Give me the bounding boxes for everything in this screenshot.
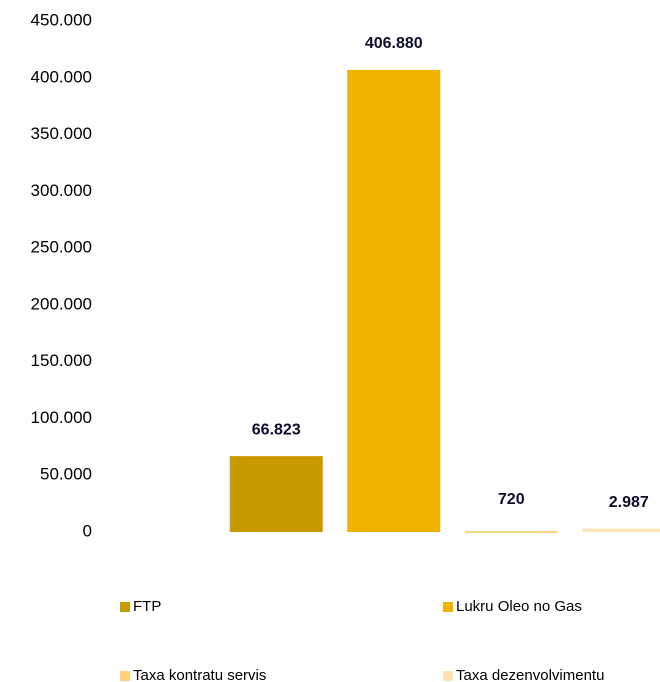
legend-swatch <box>443 671 453 681</box>
y-tick-label: 250.000 <box>31 238 92 257</box>
y-tick-label: 200.000 <box>31 294 92 313</box>
y-tick-label: 350.000 <box>31 124 92 143</box>
legend-swatch <box>120 671 130 681</box>
data-label: 406.880 <box>365 35 423 52</box>
legend-swatch <box>120 602 130 612</box>
data-label: 66.823 <box>252 421 301 438</box>
y-tick-label: 400.000 <box>31 67 92 86</box>
data-label: 2.987 <box>609 494 649 511</box>
y-tick-label: 150.000 <box>31 351 92 370</box>
legend-label: Taxa kontratu servis <box>133 667 266 682</box>
legend-swatch <box>443 602 453 612</box>
bar <box>347 69 441 533</box>
y-tick-label: 50.000 <box>40 465 92 484</box>
bar <box>582 528 660 532</box>
legend-label: Taxa dezenvolvimentu <box>456 667 604 682</box>
y-tick-label: 300.000 <box>31 181 92 200</box>
bar <box>464 531 558 534</box>
bar <box>229 456 323 532</box>
legend-label: FTP <box>133 598 161 615</box>
y-tick-label: 100.000 <box>31 408 92 427</box>
legend-label: Lukru Oleo no Gas <box>456 598 582 615</box>
data-label: 720 <box>498 491 525 508</box>
y-tick-label: 450.000 <box>31 10 92 29</box>
y-tick-label: 0 <box>83 521 92 540</box>
